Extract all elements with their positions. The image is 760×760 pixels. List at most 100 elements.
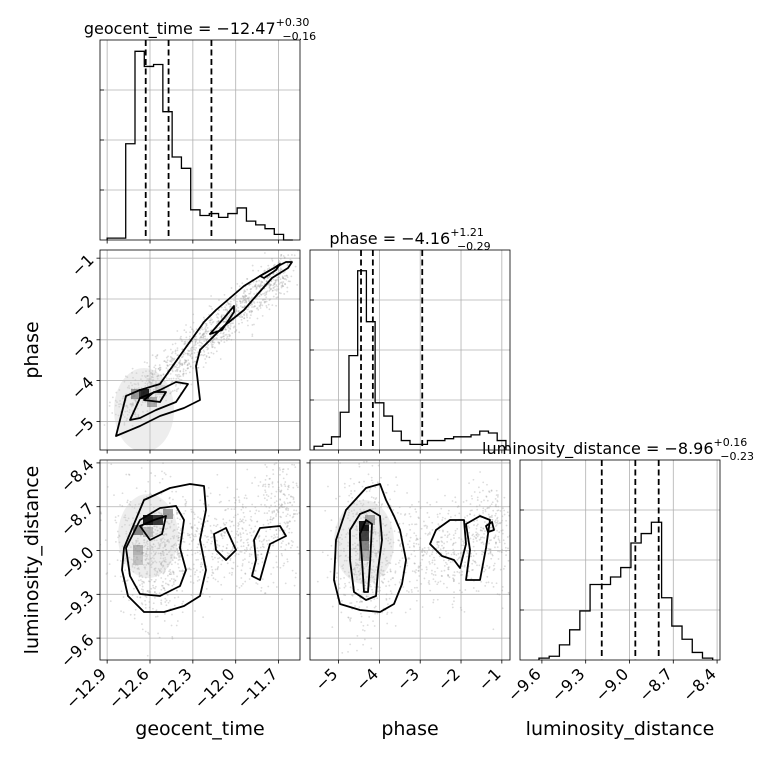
sample-point <box>154 355 157 358</box>
sample-point <box>172 537 175 540</box>
density-cell <box>131 389 141 399</box>
sample-point <box>371 568 373 571</box>
sample-point <box>470 495 473 497</box>
sample-point <box>424 551 426 554</box>
sample-point <box>379 572 382 575</box>
sample-point <box>208 319 211 322</box>
sample-point <box>390 554 392 557</box>
sample-point <box>268 282 270 285</box>
sample-point <box>105 573 108 575</box>
sample-point <box>276 566 279 568</box>
sample-point <box>191 357 194 359</box>
sample-point <box>399 543 402 546</box>
sample-point <box>424 524 427 527</box>
sample-point <box>475 534 478 536</box>
sample-point <box>117 414 120 417</box>
sample-point <box>423 524 426 527</box>
sample-point <box>153 553 156 556</box>
sample-point <box>479 471 482 473</box>
sample-point <box>266 290 269 293</box>
sample-point <box>270 287 272 290</box>
sample-point <box>286 525 289 528</box>
sample-point <box>235 329 237 332</box>
sample-point <box>163 560 166 563</box>
sample-point <box>229 559 232 562</box>
histogram-step <box>538 521 714 660</box>
sample-point <box>282 533 285 536</box>
sample-point <box>451 603 454 606</box>
sample-point <box>497 558 500 560</box>
sample-point <box>281 503 284 506</box>
sample-point <box>376 612 379 615</box>
sample-point <box>185 359 187 362</box>
sample-point <box>481 553 483 556</box>
sample-point <box>190 549 193 552</box>
sample-point <box>262 494 265 496</box>
sample-point <box>238 499 241 502</box>
sample-point <box>130 405 133 408</box>
sample-point <box>162 462 164 464</box>
sample-point <box>118 550 121 553</box>
sample-point <box>213 341 216 344</box>
sample-point <box>172 357 174 360</box>
sample-point <box>448 576 451 579</box>
sample-point <box>183 363 186 365</box>
sample-point <box>182 353 185 355</box>
sample-point <box>244 311 246 314</box>
sample-point <box>157 511 160 514</box>
sample-point <box>374 533 377 536</box>
sample-point <box>282 255 285 257</box>
sample-point <box>348 575 351 578</box>
sample-point <box>279 522 281 525</box>
sample-point <box>154 367 157 370</box>
sample-point <box>191 553 194 556</box>
sample-point <box>157 552 160 555</box>
sample-point <box>343 486 346 489</box>
x-tick-label: −2 <box>434 664 464 694</box>
sample-point <box>244 294 247 297</box>
sample-point <box>159 369 161 371</box>
sample-point <box>159 366 162 369</box>
sample-point <box>409 515 412 518</box>
sample-point <box>380 569 383 572</box>
sample-point <box>356 576 358 579</box>
sample-point <box>143 361 146 364</box>
sample-point <box>183 340 186 343</box>
sample-point <box>356 649 358 652</box>
sample-point <box>235 310 238 313</box>
sample-point <box>170 377 173 380</box>
sample-point <box>495 541 497 544</box>
x-tick-labels-phase: −5 −4 −3 −2 −1 <box>311 664 504 694</box>
sample-point <box>495 505 498 508</box>
sample-point <box>504 546 507 549</box>
sample-point <box>244 572 247 575</box>
sample-point <box>280 292 282 295</box>
sample-point <box>139 584 141 587</box>
sample-point <box>268 483 271 486</box>
sample-point <box>464 589 467 591</box>
sample-point <box>397 561 400 564</box>
sample-point <box>442 582 445 585</box>
sample-point <box>255 280 258 283</box>
sample-point <box>347 650 349 653</box>
sample-point <box>491 514 493 517</box>
sample-point <box>196 530 198 533</box>
sample-point <box>287 542 290 545</box>
sample-point <box>183 342 186 345</box>
sample-point <box>276 285 279 288</box>
sample-point <box>205 361 207 364</box>
sample-point <box>417 565 420 568</box>
sample-point <box>137 566 140 569</box>
sample-point <box>270 280 273 283</box>
sample-point <box>227 302 230 305</box>
sample-point <box>282 281 285 283</box>
sample-point <box>252 306 255 308</box>
sample-point <box>157 367 160 370</box>
sample-point <box>415 539 418 542</box>
sample-point <box>496 521 499 524</box>
sample-point <box>282 540 284 543</box>
sample-point <box>342 528 345 531</box>
sample-point <box>206 330 209 333</box>
sample-point <box>343 547 345 550</box>
sample-point <box>163 552 165 554</box>
